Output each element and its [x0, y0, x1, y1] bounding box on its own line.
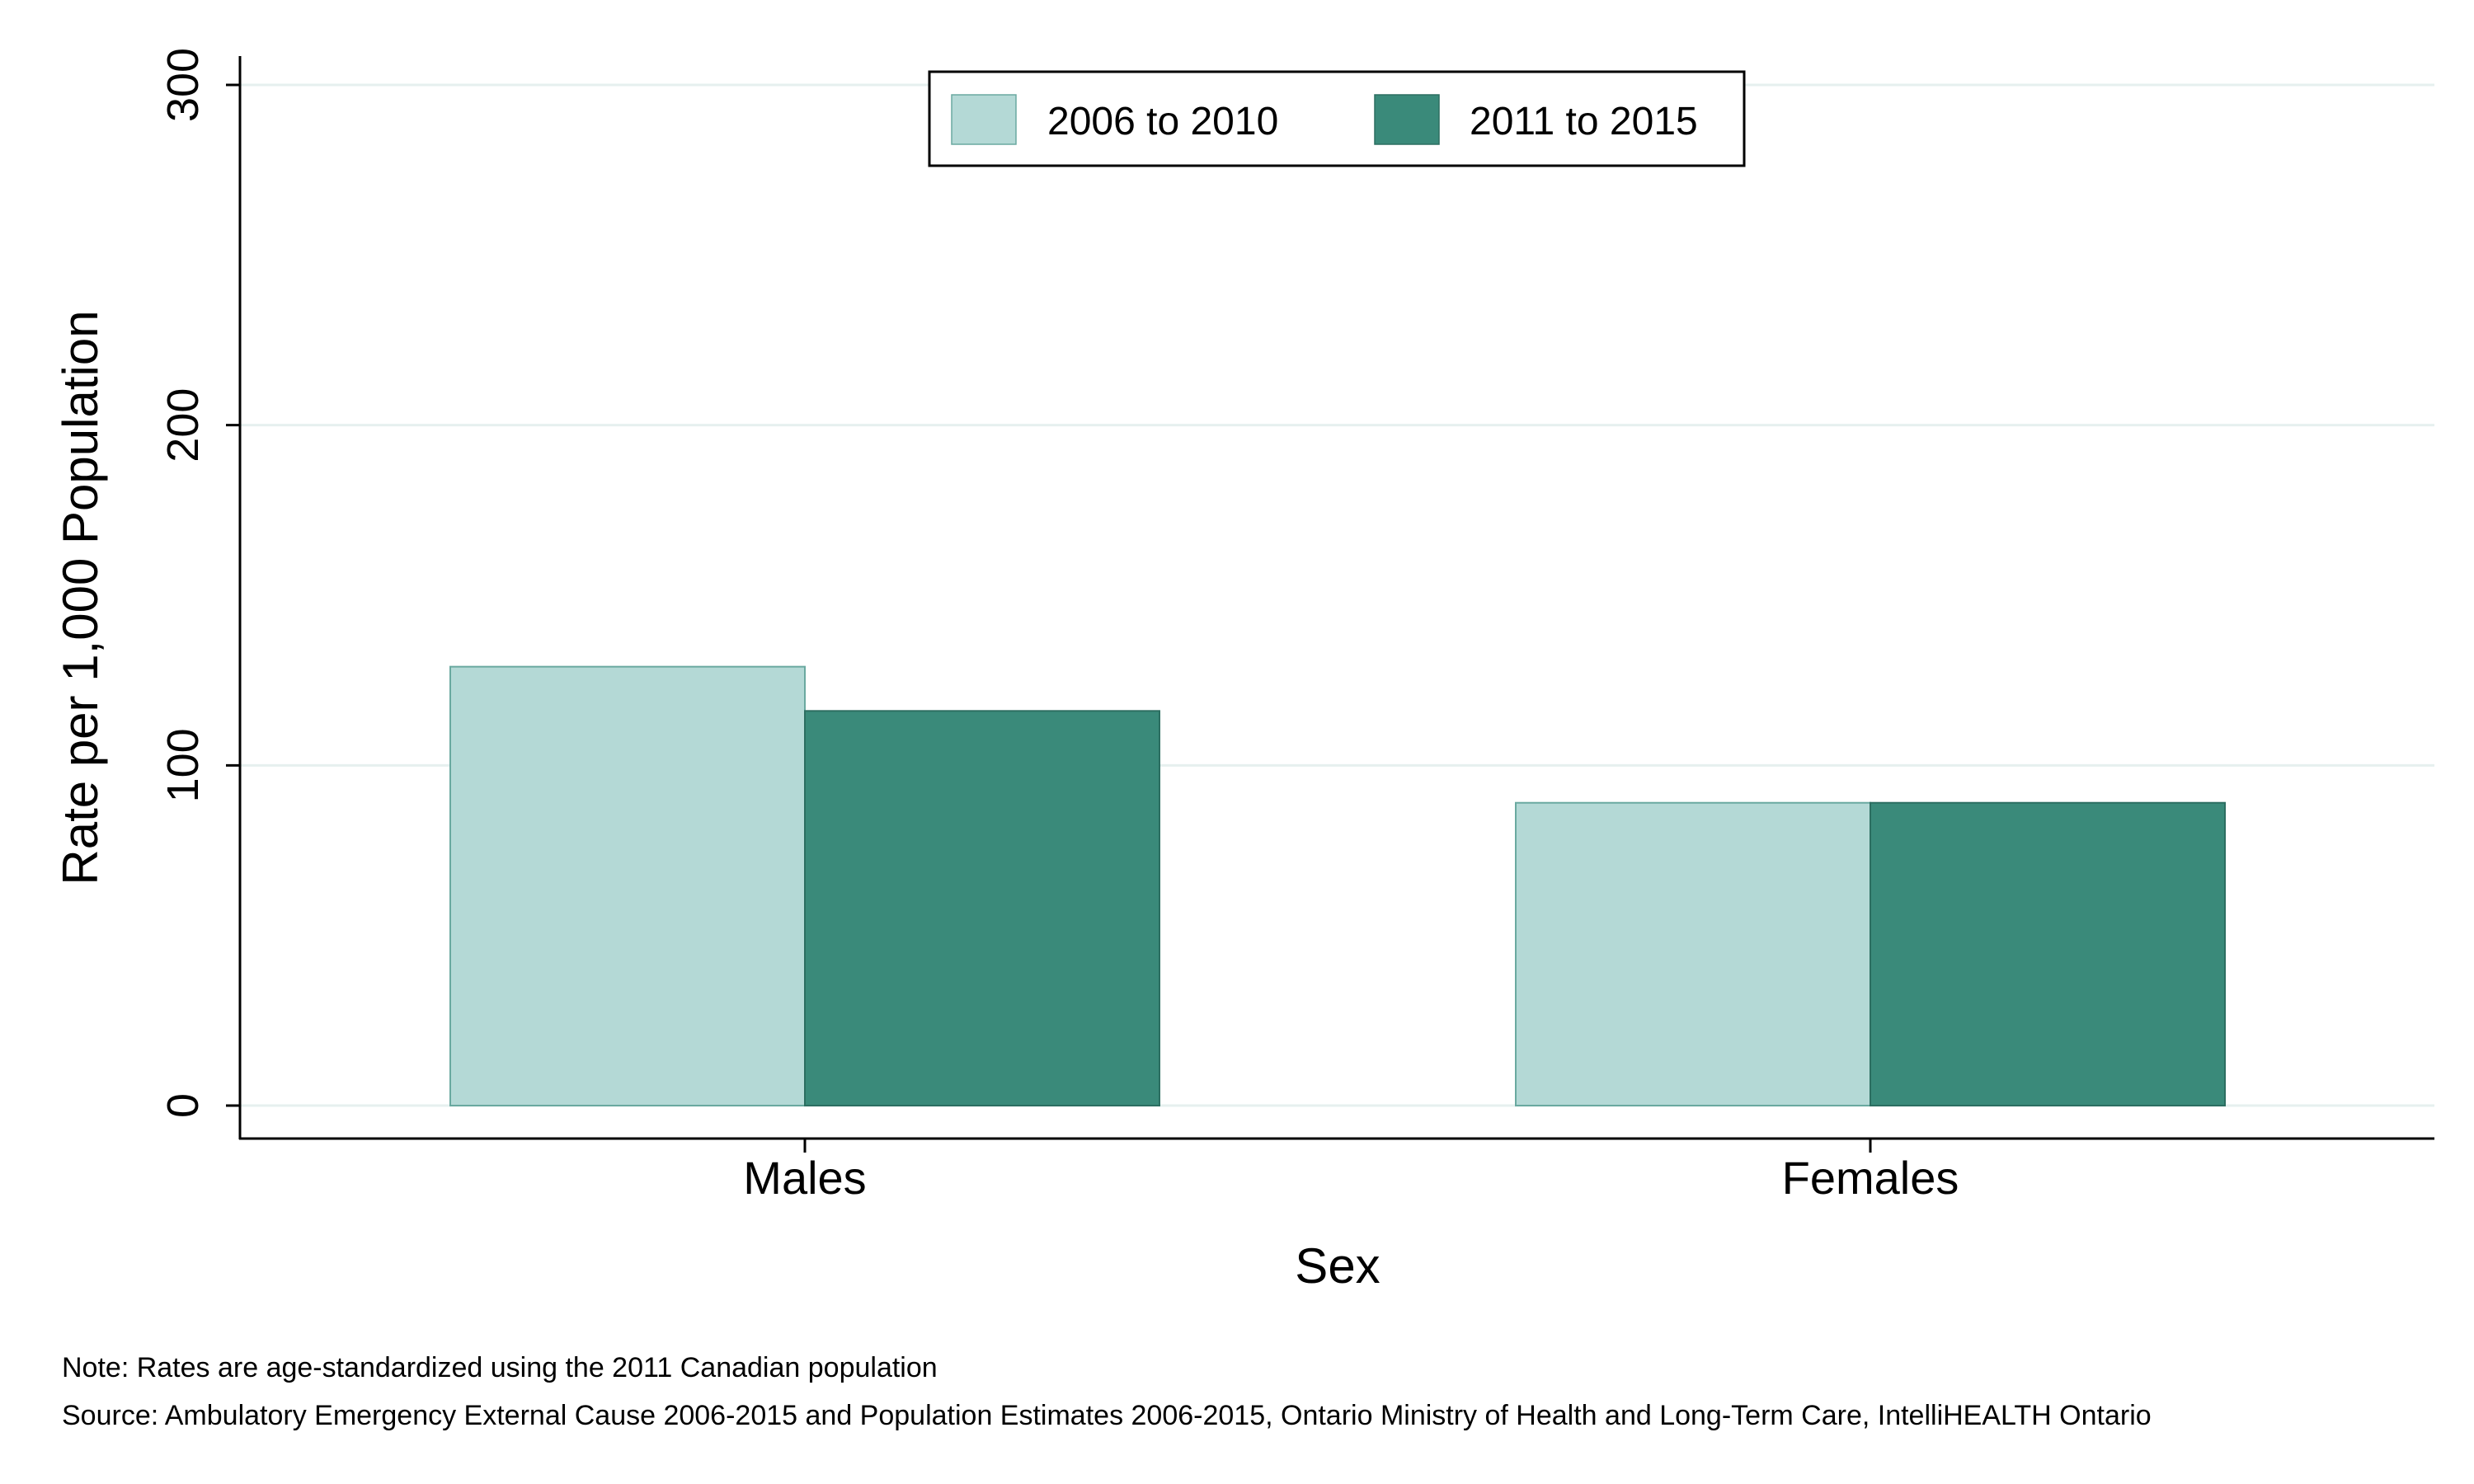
legend-label-2011-2015: 2011 to 2015 — [1470, 100, 1698, 143]
bars — [449, 665, 2226, 1107]
source-text: Source: Ambulatory Emergency External Ca… — [62, 1400, 2152, 1431]
y-tick-label: 0 — [158, 1093, 208, 1118]
y-ticks: 0 100 200 300 — [158, 48, 240, 1118]
legend-swatch-2006-2010 — [951, 94, 1017, 145]
bar-males-2006-to-2010 — [449, 665, 806, 1106]
axes — [238, 56, 2434, 1140]
legend: 2006 to 2010 2011 to 2015 — [928, 70, 1746, 167]
x-tick-label: Females — [1782, 1152, 1959, 1204]
bar-females-2011-to-2015 — [1870, 801, 2226, 1107]
y-axis-title: Rate per 1,000 Population — [53, 310, 108, 885]
bar-females-2006-to-2010 — [1515, 801, 1871, 1107]
x-ticks: Males Females — [743, 1139, 1959, 1204]
bar-males-2011-to-2015 — [804, 710, 1160, 1106]
legend-label-2006-2010: 2006 to 2010 — [1047, 100, 1278, 143]
y-tick-label: 300 — [158, 48, 208, 122]
y-tick-label: 200 — [158, 388, 208, 463]
x-tick-label: Males — [743, 1152, 866, 1204]
note-text: Note: Rates are age-standardized using t… — [62, 1352, 938, 1383]
y-tick-label: 100 — [158, 728, 208, 802]
x-axis-title: Sex — [1295, 1238, 1380, 1294]
legend-swatch-2011-2015 — [1374, 94, 1440, 145]
legend-box — [928, 70, 1746, 167]
